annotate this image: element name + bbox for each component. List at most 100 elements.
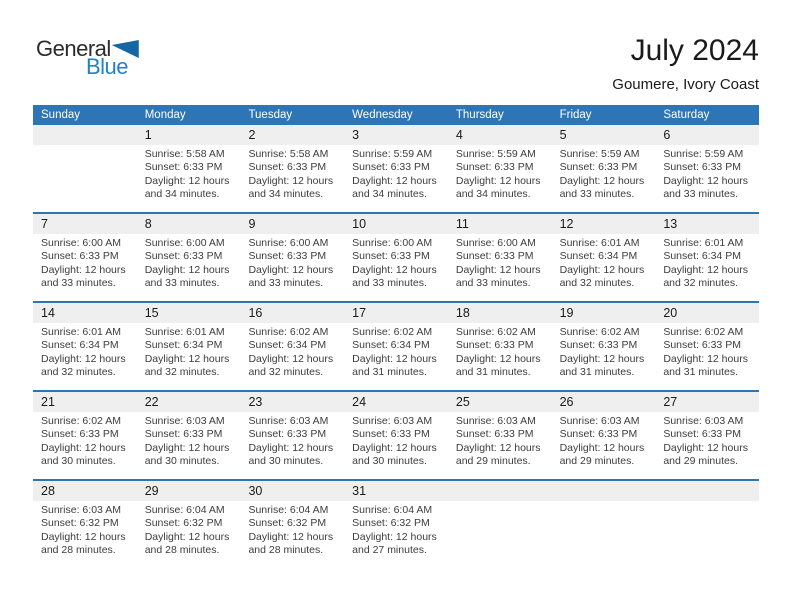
- day-number: 25: [447, 392, 552, 412]
- day-number: 9: [240, 214, 345, 234]
- daylight-line1-text: Daylight: 12 hours: [455, 174, 541, 187]
- sunrise-text: Sunrise: 5:59 AM: [559, 148, 640, 160]
- day-info: Sunrise: 6:00 AM Sunset: 6:33 PM Daylight:…: [240, 234, 344, 301]
- calendar-day-cell: 31 Sunrise: 6:04 AM Sunset: 6:32 PM Dayligh…: [344, 481, 448, 568]
- day-number: 22: [136, 392, 241, 412]
- daylight-line1-text: Daylight: 12 hours: [248, 530, 334, 543]
- logo-general-text: General: [36, 36, 111, 61]
- sunset-text: Sunset: 6:34 PM: [559, 250, 638, 263]
- day-number: 5: [551, 125, 656, 145]
- sunrise-text: Sunrise: 6:03 AM: [41, 504, 121, 516]
- calendar-day-cell: 6 Sunrise: 5:59 AM Sunset: 6:33 PM Daylight…: [655, 125, 760, 212]
- day-info: Sunrise: 6:01 AM Sunset: 6:34 PM Daylight:…: [137, 323, 241, 390]
- daylight-line2-text: and 31 minutes.: [352, 366, 427, 379]
- sunrise-text: Sunrise: 6:02 AM: [455, 326, 536, 338]
- daylight-line2-text: and 32 minutes.: [144, 366, 220, 379]
- daylight-line1-text: Daylight: 12 hours: [559, 174, 645, 187]
- day-info: Sunrise: 6:03 AM Sunset: 6:33 PM Daylight:…: [448, 412, 552, 479]
- daylight-line2-text: and 29 minutes.: [663, 455, 739, 468]
- day-number: [447, 481, 552, 501]
- daylight-line1-text: Daylight: 12 hours: [663, 352, 748, 365]
- sunset-text: Sunset: 6:33 PM: [352, 428, 430, 441]
- daylight-line2-text: and 30 minutes.: [248, 455, 324, 468]
- calendar-day-cell: 18 Sunrise: 6:02 AM Sunset: 6:33 PM Dayligh…: [447, 303, 552, 390]
- daylight-line1-text: Daylight: 12 hours: [455, 441, 541, 454]
- calendar-day-cell: 26 Sunrise: 6:03 AM Sunset: 6:33 PM Dayligh…: [551, 392, 656, 479]
- sunset-text: Sunset: 6:33 PM: [41, 428, 119, 441]
- day-number: 7: [33, 214, 137, 234]
- day-info: Sunrise: 5:59 AM Sunset: 6:33 PM Daylight:…: [344, 145, 448, 212]
- sunset-text: Sunset: 6:33 PM: [663, 339, 741, 352]
- sunset-text: Sunset: 6:33 PM: [559, 428, 638, 441]
- daylight-line1-text: Daylight: 12 hours: [559, 441, 645, 454]
- sunrise-text: Sunrise: 6:01 AM: [663, 237, 744, 249]
- day-info: Sunrise: 6:00 AM Sunset: 6:33 PM Daylight:…: [344, 234, 448, 301]
- sunrise-text: Sunrise: 6:04 AM: [144, 504, 225, 516]
- calendar-day-cell: 22 Sunrise: 6:03 AM Sunset: 6:33 PM Dayligh…: [136, 392, 241, 479]
- day-number: [551, 481, 656, 501]
- daylight-line2-text: and 34 minutes.: [455, 188, 531, 201]
- daylight-line1-text: Daylight: 12 hours: [248, 352, 334, 365]
- daylight-line2-text: and 31 minutes.: [663, 366, 739, 379]
- day-info: Sunrise: 5:59 AM Sunset: 6:33 PM Daylight:…: [448, 145, 552, 212]
- daylight-line1-text: Daylight: 12 hours: [352, 352, 437, 365]
- daylight-line2-text: and 27 minutes.: [352, 544, 427, 557]
- daylight-line2-text: and 33 minutes.: [144, 277, 220, 290]
- calendar-day-cell: [447, 481, 552, 568]
- calendar-day-cell: 10 Sunrise: 6:00 AM Sunset: 6:33 PM Dayligh…: [344, 214, 448, 301]
- daylight-line2-text: and 32 minutes.: [248, 366, 324, 379]
- daylight-line1-text: Daylight: 12 hours: [144, 530, 230, 543]
- sunrise-text: Sunrise: 6:00 AM: [455, 237, 536, 249]
- calendar-day-cell: 15 Sunrise: 6:01 AM Sunset: 6:34 PM Dayligh…: [136, 303, 241, 390]
- day-info: Sunrise: 6:02 AM Sunset: 6:33 PM Daylight:…: [552, 323, 656, 390]
- logo-line-general: General: [36, 38, 139, 60]
- calendar-day-cell: 2 Sunrise: 5:58 AM Sunset: 6:33 PM Daylight…: [240, 125, 345, 212]
- day-info: Sunrise: 6:02 AM Sunset: 6:33 PM Daylight:…: [655, 323, 759, 390]
- sunrise-text: Sunrise: 6:02 AM: [559, 326, 640, 338]
- day-number: [655, 481, 760, 501]
- sunrise-text: Sunrise: 6:03 AM: [455, 415, 536, 427]
- daylight-line2-text: and 30 minutes.: [41, 455, 116, 468]
- sunrise-text: Sunrise: 6:00 AM: [41, 237, 121, 249]
- sunrise-text: Sunrise: 5:59 AM: [455, 148, 536, 160]
- day-info: Sunrise: 5:59 AM Sunset: 6:33 PM Daylight:…: [655, 145, 759, 212]
- daylight-line2-text: and 30 minutes.: [144, 455, 220, 468]
- day-number: 21: [33, 392, 137, 412]
- weekday-header-row: Sunday Monday Tuesday Wednesday Thursday…: [33, 105, 759, 125]
- sunset-text: Sunset: 6:34 PM: [248, 339, 327, 352]
- calendar-day-cell: 19 Sunrise: 6:02 AM Sunset: 6:33 PM Dayligh…: [551, 303, 656, 390]
- daylight-line2-text: and 34 minutes.: [352, 188, 427, 201]
- sunrise-text: Sunrise: 6:03 AM: [352, 415, 433, 427]
- sunset-text: Sunset: 6:33 PM: [248, 428, 327, 441]
- sunrise-text: Sunrise: 6:03 AM: [663, 415, 744, 427]
- day-number: 2: [240, 125, 345, 145]
- sunrise-text: Sunrise: 5:59 AM: [663, 148, 744, 160]
- calendar-day-cell: 21 Sunrise: 6:02 AM Sunset: 6:33 PM Dayligh…: [33, 392, 137, 479]
- daylight-line1-text: Daylight: 12 hours: [352, 263, 437, 276]
- day-info: Sunrise: 6:03 AM Sunset: 6:33 PM Daylight:…: [240, 412, 344, 479]
- sunset-text: Sunset: 6:33 PM: [144, 161, 223, 174]
- day-info: Sunrise: 6:04 AM Sunset: 6:32 PM Daylight:…: [240, 501, 344, 568]
- week-row: 7 Sunrise: 6:00 AM Sunset: 6:33 PM Daylight…: [33, 212, 760, 301]
- daylight-line1-text: Daylight: 12 hours: [352, 530, 437, 543]
- sunset-text: Sunset: 6:33 PM: [144, 250, 223, 263]
- calendar-day-cell: 20 Sunrise: 6:02 AM Sunset: 6:33 PM Dayligh…: [655, 303, 760, 390]
- day-number: 15: [136, 303, 241, 323]
- day-number: 26: [551, 392, 656, 412]
- week-row: 28 Sunrise: 6:03 AM Sunset: 6:32 PM Dayligh…: [33, 479, 760, 568]
- sunset-text: Sunset: 6:32 PM: [41, 517, 119, 530]
- calendar-day-cell: 9 Sunrise: 6:00 AM Sunset: 6:33 PM Daylight…: [240, 214, 345, 301]
- daylight-line2-text: and 28 minutes.: [248, 544, 324, 557]
- sunrise-text: Sunrise: 6:04 AM: [248, 504, 329, 516]
- daylight-line1-text: Daylight: 12 hours: [248, 263, 334, 276]
- day-number: 29: [136, 481, 241, 501]
- day-number: 27: [655, 392, 760, 412]
- sunset-text: Sunset: 6:33 PM: [352, 161, 430, 174]
- day-number: 18: [447, 303, 552, 323]
- sunrise-text: Sunrise: 5:58 AM: [248, 148, 329, 160]
- daylight-line1-text: Daylight: 12 hours: [144, 441, 230, 454]
- daylight-line2-text: and 33 minutes.: [248, 277, 324, 290]
- sunset-text: Sunset: 6:34 PM: [144, 339, 223, 352]
- calendar-day-cell: 5 Sunrise: 5:59 AM Sunset: 6:33 PM Daylight…: [551, 125, 656, 212]
